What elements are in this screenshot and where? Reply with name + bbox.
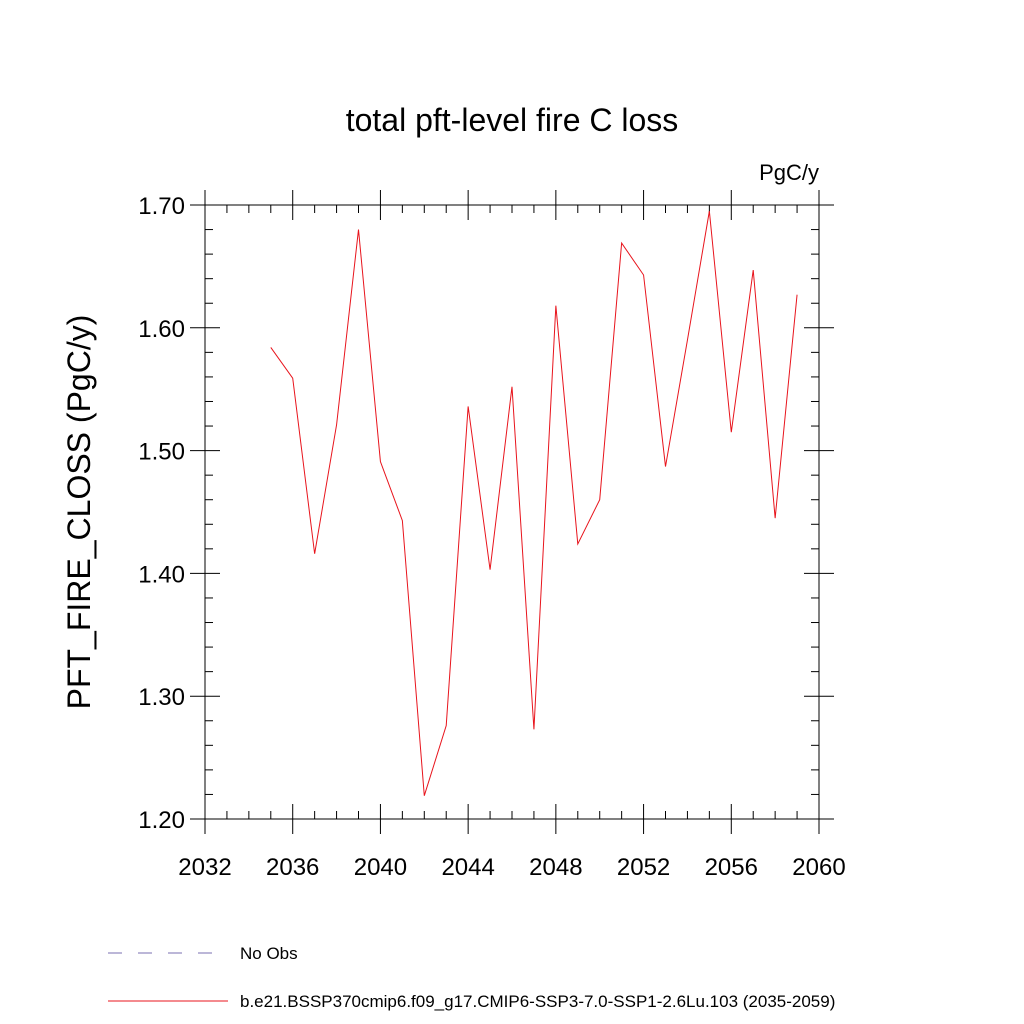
series-line — [270, 211, 798, 796]
x-tick-label: 2056 — [705, 854, 758, 881]
x-tick-labels: 2032 2036 2040 2044 2048 2052 2056 2060 — [178, 854, 845, 881]
x-tick-label: 2044 — [441, 854, 494, 881]
series-layer — [270, 211, 798, 796]
chart-title: total pft-level fire C loss — [346, 102, 679, 138]
legend-label: No Obs — [240, 944, 298, 963]
y-tick-label: 1.60 — [138, 316, 185, 343]
plot-frame — [204, 204, 820, 820]
y-tick-label: 1.30 — [138, 684, 185, 711]
y-axis-label: PFT_FIRE_CLOSS (PgC/y) — [61, 315, 97, 710]
x-tick-label: 2060 — [792, 854, 845, 881]
y-tick-label: 1.50 — [138, 439, 185, 466]
x-tick-label: 2032 — [178, 854, 231, 881]
major-ticks — [190, 190, 834, 834]
x-tick-label: 2048 — [529, 854, 582, 881]
y-tick-label: 1.20 — [138, 807, 185, 834]
legend-label: b.e21.BSSP370cmip6.f09_g17.CMIP6-SSP3-7.… — [240, 992, 835, 1011]
x-tick-label: 2040 — [354, 854, 407, 881]
y-tick-labels: 1.20 1.30 1.40 1.50 1.60 1.70 — [138, 193, 185, 834]
x-tick-label: 2036 — [266, 854, 319, 881]
units-label: PgC/y — [759, 160, 819, 185]
minor-ticks — [205, 205, 819, 819]
legend: No Obs b.e21.BSSP370cmip6.f09_g17.CMIP6-S… — [108, 944, 835, 1011]
y-tick-label: 1.40 — [138, 561, 185, 588]
y-tick-label: 1.70 — [138, 193, 185, 220]
x-tick-label: 2052 — [617, 854, 670, 881]
